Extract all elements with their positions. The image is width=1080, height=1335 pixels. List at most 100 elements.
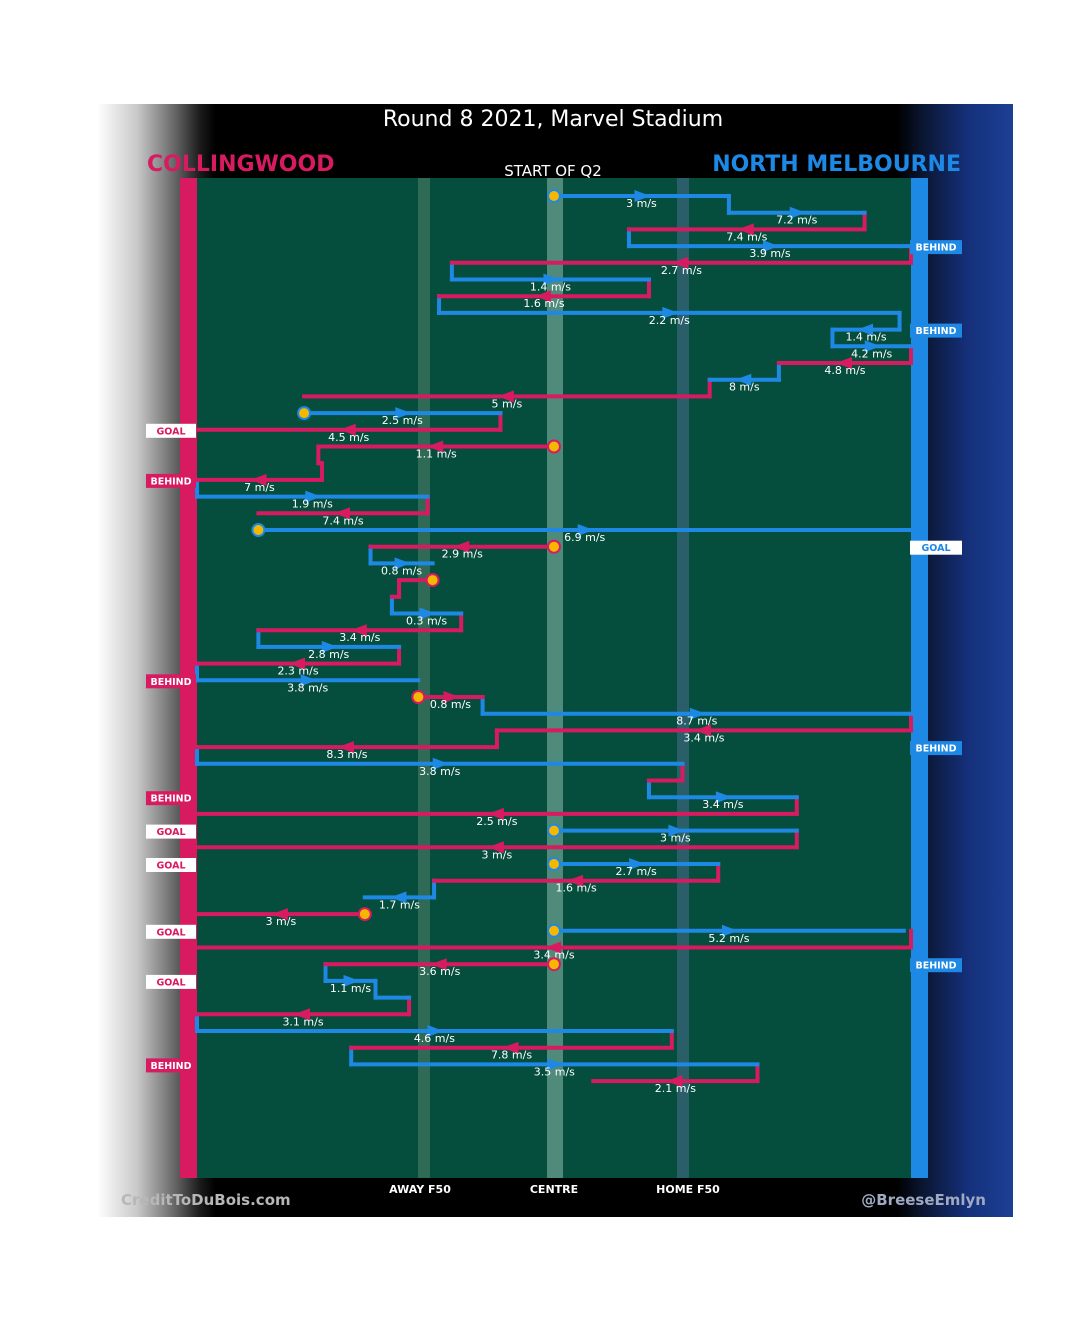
speed-label: 3.8 m/s (287, 681, 328, 694)
speed-label: 1.4 m/s (530, 281, 571, 294)
speed-label: 6.9 m/s (564, 531, 605, 544)
goal-badge: GOAL (146, 924, 196, 939)
chain-arrow (395, 407, 412, 420)
speed-label: 3.5 m/s (534, 1065, 575, 1078)
chain-arrow (737, 223, 754, 236)
speed-label: 3.4 m/s (339, 631, 380, 644)
stoppage-marker (547, 189, 561, 203)
chain-arrow (567, 874, 584, 887)
chain-arrow (337, 741, 354, 754)
chain-arrow (543, 273, 560, 286)
chain-arrow (689, 707, 706, 720)
speed-label: 2.8 m/s (308, 648, 349, 661)
badge-label: BEHIND (150, 794, 191, 805)
behind-badge: BEHIND (910, 741, 962, 756)
stoppage-marker (547, 439, 561, 454)
chain-arrow (343, 974, 360, 987)
chain-arrow (547, 1058, 564, 1071)
speed-label: 0.3 m/s (406, 615, 447, 628)
goal-badge: GOAL (146, 824, 196, 839)
chain-arrow (721, 924, 738, 937)
chain-arrow (339, 423, 356, 436)
badge-bg (146, 791, 196, 806)
speed-label: 2.5 m/s (382, 414, 423, 427)
chain-arrow (668, 824, 685, 837)
speed-label: 1.9 m/s (292, 498, 333, 511)
behind-badge: BEHIND (146, 791, 196, 806)
speed-label: 1.6 m/s (556, 882, 597, 895)
speed-label: 7.8 m/s (491, 1049, 532, 1062)
speed-label: 1.1 m/s (416, 448, 457, 461)
speed-label: 5.2 m/s (708, 932, 749, 945)
badge-bg (146, 974, 196, 989)
badge-bg (146, 1058, 196, 1073)
stoppage-marker (251, 523, 266, 537)
speed-label: 2.7 m/s (661, 264, 702, 277)
chain-arrow (427, 440, 444, 453)
speed-label: 7 m/s (244, 481, 275, 494)
speed-label: 7.4 m/s (726, 230, 767, 243)
badge-label: GOAL (156, 827, 185, 838)
chain-arrow (577, 524, 594, 536)
chain-arrow (535, 290, 552, 303)
chain-arrow (672, 256, 689, 269)
chain-arrow (250, 473, 267, 486)
speed-label: 3.9 m/s (749, 247, 790, 260)
behind-badge: BEHIND (910, 323, 962, 338)
speed-label: 2.1 m/s (655, 1082, 696, 1095)
badge-label: GOAL (921, 543, 950, 554)
chain-arrow (390, 891, 407, 904)
badge-label: GOAL (156, 861, 185, 872)
speed-label: 3.8 m/s (419, 765, 460, 778)
chain-arrow (443, 691, 460, 703)
speed-label: 4.6 m/s (414, 1032, 455, 1045)
speed-label: 4.5 m/s (328, 431, 369, 444)
chain-arrow (694, 724, 711, 737)
stoppage-marker (411, 690, 426, 704)
badge-label: BEHIND (150, 677, 191, 688)
chain-arrow (629, 858, 646, 870)
chain-arrow (735, 373, 752, 386)
speed-label: 2.3 m/s (277, 665, 318, 678)
speed-label: 3.4 m/s (533, 949, 574, 962)
behind-badge: BEHIND (910, 240, 962, 255)
badge-label: GOAL (156, 426, 185, 437)
stoppage-marker (547, 957, 561, 972)
speed-label: 3 m/s (626, 197, 657, 210)
outcomes-layer: BEHIND BEHIND GOAL BEHIND GOAL BEHIND BEHIND BE… (146, 240, 962, 1073)
speed-label: 8 m/s (729, 381, 760, 394)
behind-badge: BEHIND (146, 674, 196, 689)
speed-label: 8.7 m/s (676, 715, 717, 728)
stoppage-marker (547, 823, 561, 838)
stoppage-marker (425, 573, 440, 588)
badge-bg (146, 473, 196, 488)
footer-handle: @BreeseEmlyn (861, 1191, 986, 1209)
chain-arrow (427, 1025, 444, 1037)
stoppage-marker (357, 907, 372, 922)
chart-subtitle: START OF Q2 (504, 162, 602, 180)
badge-bg (910, 741, 962, 756)
badge-label: BEHIND (915, 326, 956, 337)
chain-arrow (634, 190, 651, 202)
chain-arrow (350, 624, 367, 637)
badge-bg (910, 958, 962, 973)
badge-label: GOAL (156, 977, 185, 988)
chain-arrow (545, 941, 561, 954)
axis-label-away-f50: AWAY F50 (389, 1183, 451, 1196)
speed-label: 7.2 m/s (776, 214, 817, 227)
badge-bg (146, 423, 196, 438)
chain-arrow (294, 1008, 311, 1021)
speed-label: 4.2 m/s (851, 347, 892, 360)
speed-label: 8.3 m/s (326, 748, 367, 761)
speed-label: 1.1 m/s (330, 982, 371, 995)
goal-badge: GOAL (146, 858, 196, 872)
badge-label: BEHIND (915, 961, 956, 972)
stoppage-marker (547, 539, 561, 554)
badge-bg (910, 540, 962, 555)
chain-arrow (835, 357, 852, 369)
speed-label: 1.4 m/s (845, 331, 886, 344)
stoppage-marker (547, 857, 561, 871)
chain-arrow (502, 1041, 519, 1054)
